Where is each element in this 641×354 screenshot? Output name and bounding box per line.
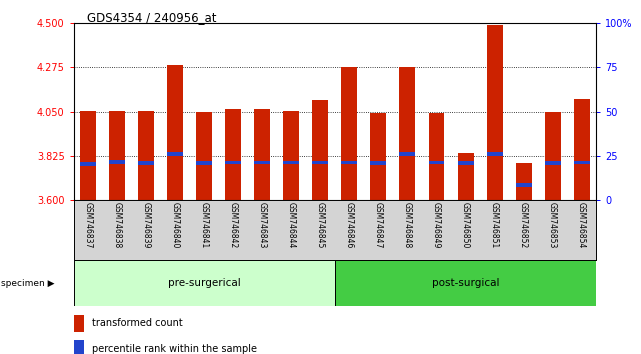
Text: GSM746837: GSM746837	[84, 202, 93, 248]
Bar	[312, 161, 328, 164]
Bar	[342, 67, 358, 200]
Bar	[167, 152, 183, 156]
Text: GSM746842: GSM746842	[229, 202, 238, 248]
Text: GSM746844: GSM746844	[287, 202, 296, 248]
Text: GSM746846: GSM746846	[345, 202, 354, 248]
Bar	[312, 100, 328, 200]
Bar	[167, 65, 183, 200]
Bar	[342, 161, 358, 164]
Bar	[254, 109, 271, 200]
Bar	[515, 183, 531, 187]
Text: GSM746839: GSM746839	[142, 202, 151, 248]
Bar	[74, 340, 84, 354]
Text: GSM746843: GSM746843	[258, 202, 267, 248]
FancyBboxPatch shape	[335, 260, 596, 306]
Bar	[283, 110, 299, 200]
Bar	[429, 161, 444, 164]
Bar	[370, 161, 387, 165]
Bar	[283, 161, 299, 164]
Bar	[574, 99, 590, 200]
Bar	[109, 110, 125, 200]
Bar	[196, 161, 212, 165]
Bar	[458, 153, 474, 200]
Bar	[109, 160, 125, 164]
FancyBboxPatch shape	[74, 260, 335, 306]
Text: GSM746853: GSM746853	[548, 202, 557, 248]
Text: GSM746851: GSM746851	[490, 202, 499, 248]
Text: GSM746850: GSM746850	[461, 202, 470, 248]
Bar	[399, 152, 415, 156]
Bar	[487, 25, 503, 200]
Bar	[399, 67, 415, 200]
Bar	[429, 113, 444, 200]
Bar	[545, 161, 561, 165]
Text: GSM746841: GSM746841	[200, 202, 209, 248]
Text: GSM746854: GSM746854	[577, 202, 586, 248]
Bar	[138, 161, 154, 165]
Bar	[254, 161, 271, 164]
Text: GDS4354 / 240956_at: GDS4354 / 240956_at	[87, 11, 216, 24]
Bar	[574, 161, 590, 164]
Text: GSM746845: GSM746845	[316, 202, 325, 248]
Bar	[80, 162, 96, 166]
Text: GSM746852: GSM746852	[519, 202, 528, 248]
Bar	[226, 161, 241, 164]
Text: GSM746840: GSM746840	[171, 202, 179, 248]
Text: percentile rank within the sample: percentile rank within the sample	[92, 344, 257, 354]
Bar	[487, 152, 503, 156]
Text: pre-surgerical: pre-surgerical	[168, 278, 240, 288]
Bar	[196, 112, 212, 200]
Bar	[74, 315, 84, 332]
Bar	[515, 162, 531, 200]
Bar	[370, 113, 387, 200]
Text: transformed count: transformed count	[92, 318, 183, 328]
Bar	[226, 109, 241, 200]
Text: GSM746847: GSM746847	[374, 202, 383, 248]
Text: GSM746849: GSM746849	[432, 202, 441, 248]
Text: post-surgical: post-surgical	[432, 278, 499, 288]
Text: specimen ▶: specimen ▶	[1, 279, 54, 288]
Text: GSM746838: GSM746838	[113, 202, 122, 248]
Bar	[545, 113, 561, 200]
Text: GSM746848: GSM746848	[403, 202, 412, 248]
Bar	[458, 161, 474, 165]
Bar	[80, 110, 96, 200]
Bar	[138, 110, 154, 200]
